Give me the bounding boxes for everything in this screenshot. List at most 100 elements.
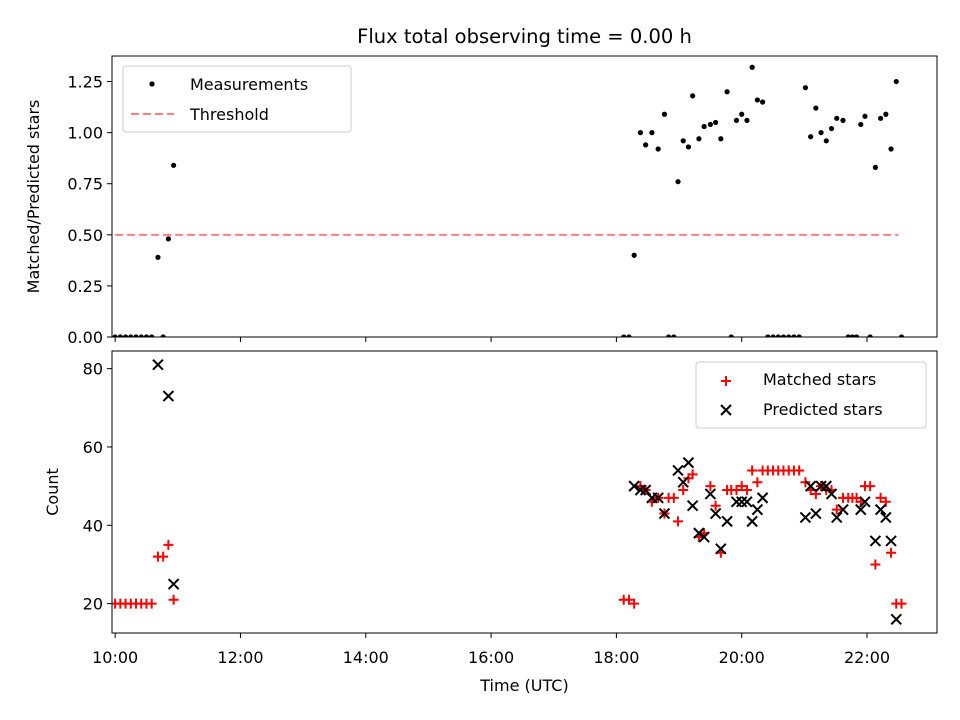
measurement-point: [117, 334, 123, 337]
matched-star-point: [678, 485, 689, 496]
bottom-marks: [112, 359, 907, 625]
predicted-star-point: [855, 503, 867, 516]
x-tick-label: 22:00: [844, 648, 890, 667]
matched-star-point: [747, 465, 758, 476]
legend-box: [122, 65, 352, 133]
predicted-star-point: [639, 484, 652, 496]
predicted-star-point: [820, 480, 833, 492]
measurement-point: [765, 334, 771, 337]
measurement-point: [749, 64, 755, 70]
matched-star-point: [752, 477, 763, 488]
predicted-star-point: [869, 535, 882, 547]
matched-star-point: [668, 492, 679, 503]
predicted-star-point: [634, 484, 647, 496]
measurement-point: [171, 162, 177, 168]
y-axis-label: Count: [43, 468, 62, 516]
bottom-axes-frame: [111, 350, 938, 634]
x-tick-label: 16:00: [468, 648, 514, 667]
legend: Measurements Threshold: [122, 65, 352, 133]
y-tick-label: 0.50: [67, 226, 103, 245]
predicted-star-point: [736, 496, 748, 508]
y-tick-label: 1.00: [67, 124, 103, 143]
y-tick-label: 1.25: [67, 73, 103, 92]
measurement-point: [643, 142, 649, 148]
measurement-point: [680, 138, 686, 144]
predicted-star-point: [746, 515, 758, 528]
matched-star-point: [158, 551, 169, 562]
measurement-point: [724, 89, 730, 95]
predicted-star-point: [741, 496, 753, 508]
matched-star-point: [865, 481, 876, 492]
matched-star-point: [741, 485, 752, 496]
predicted-star-point: [885, 535, 897, 547]
y-tick-label: 80: [83, 360, 103, 379]
measurement-point: [818, 130, 824, 136]
predicted-star-point: [804, 480, 817, 492]
measurement-point: [133, 334, 139, 337]
measurement-point: [696, 136, 702, 142]
measurement-point: [898, 334, 905, 337]
legend-predicted-label: Predicted stars: [763, 400, 883, 419]
measurement-point: [878, 115, 884, 121]
predicted-star-point: [715, 543, 727, 555]
matched-star-point: [705, 481, 716, 492]
predicted-star-point: [709, 507, 722, 520]
legend-matched-label: Matched stars: [763, 370, 876, 389]
predicted-star-point: [799, 511, 812, 524]
predicted-star-point: [698, 531, 710, 543]
y-tick-label: 20: [83, 595, 103, 614]
measurement-point: [813, 105, 819, 111]
measurement-point: [808, 134, 814, 140]
measurement-point: [770, 334, 776, 337]
top-panel: 0.00 0.25 0.50 0.75 1.00 1.25 Matched/Predicte…: [24, 25, 938, 347]
measurement-point: [858, 121, 864, 128]
predicted-star-point: [677, 476, 689, 488]
measurement-point: [823, 138, 829, 144]
matched-star-point: [886, 547, 897, 558]
matched-star-point: [168, 594, 179, 605]
x-tick-label: 20:00: [719, 648, 765, 667]
legend: Matched stars Predicted stars: [695, 361, 927, 429]
measurement-point: [786, 334, 792, 337]
matched-star-point: [875, 492, 886, 503]
measurement-point: [867, 334, 873, 337]
measurement-point: [893, 78, 899, 85]
bottom-panel: 20 40 60 80 10:00 12:00 14:00 16:00 18:00 20:00 22…: [43, 350, 938, 695]
predicted-star-point: [652, 492, 664, 504]
matched-star-point: [710, 500, 721, 511]
measurement-point: [675, 179, 681, 185]
measurement-point: [849, 334, 856, 337]
x-tick-label: 14:00: [343, 648, 389, 667]
predicted-star-point: [730, 496, 743, 508]
measurement-point: [775, 334, 781, 337]
y-tick-label: 0.25: [67, 277, 103, 296]
measurement-point: [661, 111, 668, 117]
predicted-star-point: [704, 488, 717, 500]
matched-star-point: [623, 594, 634, 605]
measurement-point: [701, 123, 707, 130]
measurement-point: [707, 121, 713, 128]
measurement-point: [718, 136, 724, 142]
measurement-point: [149, 334, 155, 337]
measurement-point: [828, 125, 835, 132]
measurement-point: [138, 334, 144, 337]
measurement-point: [872, 164, 878, 170]
y-tick-label: 40: [83, 516, 103, 535]
y-tick-label: 60: [83, 438, 103, 457]
predicted-star-point: [686, 500, 699, 512]
predicted-star-point: [831, 511, 843, 524]
matched-star-point: [163, 539, 174, 550]
measurement-point: [112, 334, 118, 337]
measurement-point: [760, 99, 766, 105]
predicted-star-point: [167, 578, 180, 590]
predicted-star-point: [628, 480, 640, 492]
measurement-point: [631, 252, 637, 258]
measurement-point: [754, 97, 760, 103]
measurement-point: [690, 93, 696, 99]
measurement-point: [128, 334, 134, 337]
predicted-star-point: [890, 613, 902, 625]
legend-box: [695, 361, 927, 429]
measurement-point: [666, 334, 672, 337]
matched-star-point: [629, 598, 640, 609]
